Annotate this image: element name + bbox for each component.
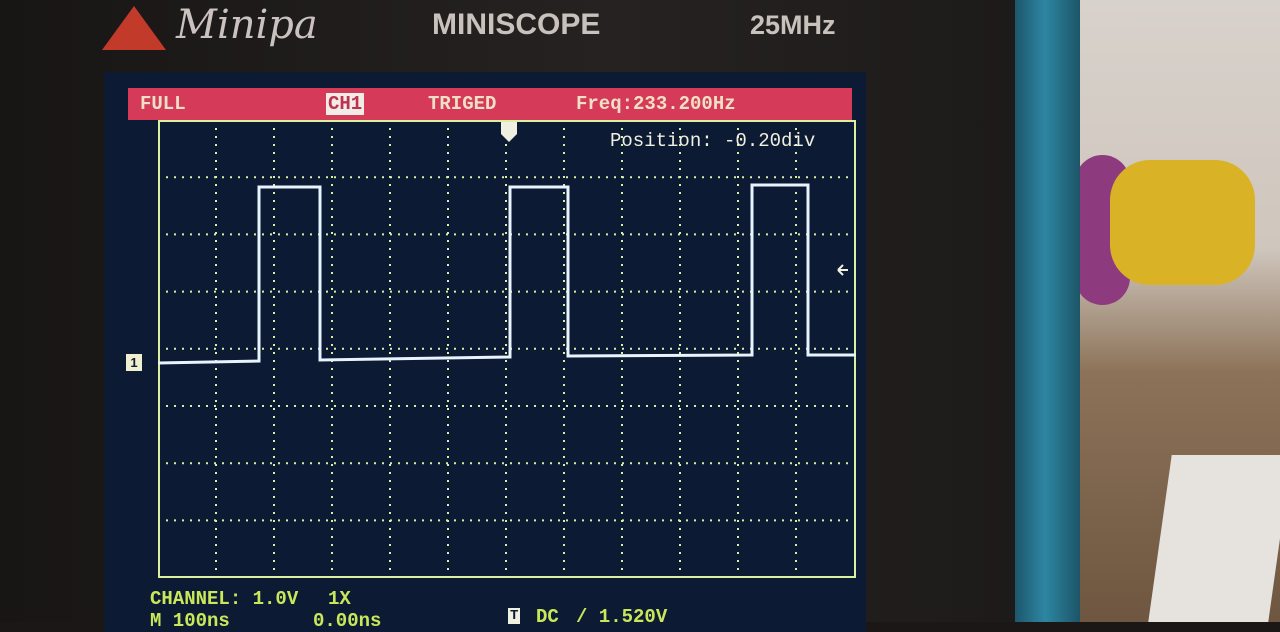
trigger-level: / 1.520V xyxy=(576,606,668,628)
square-wave-trace xyxy=(158,183,856,365)
probe-factor: 1X xyxy=(328,588,351,610)
status-bar: FULL CH1 TRIGED Freq:233.200Hz xyxy=(128,88,852,120)
trigger-state: TRIGED xyxy=(428,93,497,115)
frequency-readout: Freq:233.200Hz xyxy=(576,93,736,115)
trigger-level-icon xyxy=(837,264,848,276)
brand-name: Minipa xyxy=(176,2,318,48)
bandwidth-label: 25MHz xyxy=(750,10,836,40)
paper xyxy=(1148,455,1280,622)
trigger-marker-icon xyxy=(501,122,517,142)
yellow-object xyxy=(1110,160,1255,285)
trigger-coupling: DC xyxy=(536,606,559,628)
device-bezel xyxy=(1010,0,1080,622)
timebase: M 100ns xyxy=(150,610,230,632)
trigger-icon: T xyxy=(508,608,521,624)
channel-scale: CHANNEL: 1.0V xyxy=(150,588,299,610)
model-name: MINISCOPE xyxy=(432,8,601,41)
brand-logo: Minipa xyxy=(102,0,318,50)
channel-badge: CH1 xyxy=(326,93,365,115)
logo-triangle-icon xyxy=(102,6,166,50)
time-offset: 0.00ns xyxy=(313,610,382,632)
acquisition-mode: FULL xyxy=(140,93,186,115)
waveform-grid xyxy=(158,120,856,578)
channel-1-marker: 1 xyxy=(126,354,142,371)
position-readout: Position: -0.20div xyxy=(610,130,816,152)
